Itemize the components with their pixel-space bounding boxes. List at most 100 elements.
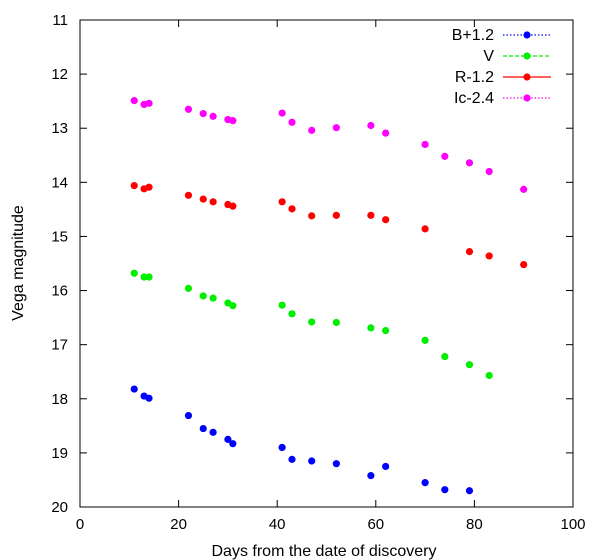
data-point: [145, 183, 153, 191]
data-point: [421, 336, 429, 344]
data-point: [145, 394, 153, 402]
data-point: [145, 273, 153, 281]
y-tick-label: 19: [51, 445, 68, 462]
data-point: [332, 318, 340, 327]
data-point: [520, 260, 528, 269]
y-axis: 11 12 13 14 15 16 17 18 19 20: [51, 12, 573, 516]
y-tick-label: 18: [51, 391, 68, 408]
data-point: [184, 191, 193, 199]
data-point: [485, 371, 493, 380]
data-point: [199, 424, 207, 433]
legend-marker: [523, 31, 531, 39]
data-point: [130, 385, 138, 393]
data-point: [229, 202, 237, 210]
data-point: [367, 472, 375, 480]
data-point: [209, 112, 217, 120]
data-point: [288, 455, 296, 463]
legend-marker: [523, 94, 531, 102]
data-point: [308, 457, 316, 465]
data-point: [441, 152, 449, 160]
data-series: [130, 97, 528, 495]
legend-label: Ic-2.4: [454, 90, 494, 107]
data-point: [288, 205, 296, 213]
data-point: [288, 118, 296, 126]
data-point: [382, 216, 390, 224]
series-0: [130, 385, 474, 495]
series-3: [130, 97, 528, 193]
y-tick-label: 16: [51, 283, 68, 300]
data-point: [209, 294, 217, 302]
data-point: [145, 99, 153, 107]
y-tick-label: 11: [52, 12, 68, 29]
legend-item: B+1.2: [452, 27, 551, 44]
data-point: [229, 440, 237, 448]
y-tick-label: 17: [51, 337, 68, 354]
data-point: [199, 292, 207, 300]
data-point: [288, 310, 296, 318]
y-tick-label: 15: [51, 228, 68, 245]
x-tick-label: 0: [76, 516, 84, 533]
data-point: [308, 318, 316, 326]
legend-item: R-1.2: [455, 69, 551, 86]
data-point: [130, 269, 138, 277]
x-tick-label: 100: [560, 516, 585, 533]
data-point: [184, 105, 193, 113]
data-point: [465, 361, 474, 369]
data-point: [130, 97, 138, 105]
legend-label: B+1.2: [452, 27, 494, 44]
x-tick-label: 20: [170, 516, 187, 533]
data-point: [229, 117, 237, 125]
x-tick-label: 80: [466, 516, 483, 533]
data-point: [367, 211, 375, 219]
x-tick-label: 60: [367, 516, 384, 533]
data-point: [199, 110, 207, 118]
data-point: [441, 486, 449, 494]
data-point: [421, 140, 429, 149]
legend-item: V: [483, 48, 551, 65]
legend-item: Ic-2.4: [454, 90, 551, 107]
y-tick-label: 13: [51, 120, 68, 137]
data-point: [332, 124, 340, 132]
data-point: [130, 181, 138, 190]
series-1: [130, 269, 493, 380]
x-tick-label: 40: [269, 516, 286, 533]
x-axis-title: Days from the date of discovery: [212, 543, 437, 560]
data-point: [278, 443, 286, 452]
data-point: [421, 479, 429, 487]
data-point: [224, 435, 232, 443]
data-point: [229, 302, 237, 310]
data-point: [278, 301, 286, 309]
data-point: [184, 411, 193, 420]
data-point: [332, 460, 340, 468]
x-axis: 0 20 40 60 80 100: [76, 20, 586, 533]
data-point: [485, 252, 493, 260]
data-point: [367, 324, 375, 332]
legend: B+1.2 V R-1.2 Ic-2.4: [452, 27, 551, 107]
legend-marker: [523, 73, 531, 81]
data-point: [382, 462, 390, 471]
data-point: [308, 212, 316, 220]
data-point: [441, 352, 449, 361]
legend-marker: [523, 52, 531, 60]
data-point: [308, 126, 316, 134]
data-point: [332, 211, 340, 219]
plot-frame: [79, 19, 574, 508]
data-point: [382, 129, 390, 137]
data-point: [421, 225, 429, 233]
data-point: [209, 198, 217, 206]
data-point: [184, 284, 193, 292]
data-point: [209, 428, 217, 436]
data-point: [278, 109, 286, 117]
y-axis-title: Vega magnitude: [10, 205, 27, 321]
data-point: [465, 487, 474, 495]
y-tick-label: 14: [51, 174, 68, 191]
y-tick-label: 12: [51, 66, 68, 83]
data-point: [465, 159, 474, 167]
data-point: [278, 198, 286, 206]
legend-label: V: [483, 48, 494, 65]
data-point: [485, 167, 493, 176]
data-point: [367, 121, 375, 130]
data-point: [199, 195, 207, 203]
series-2: [130, 181, 528, 269]
